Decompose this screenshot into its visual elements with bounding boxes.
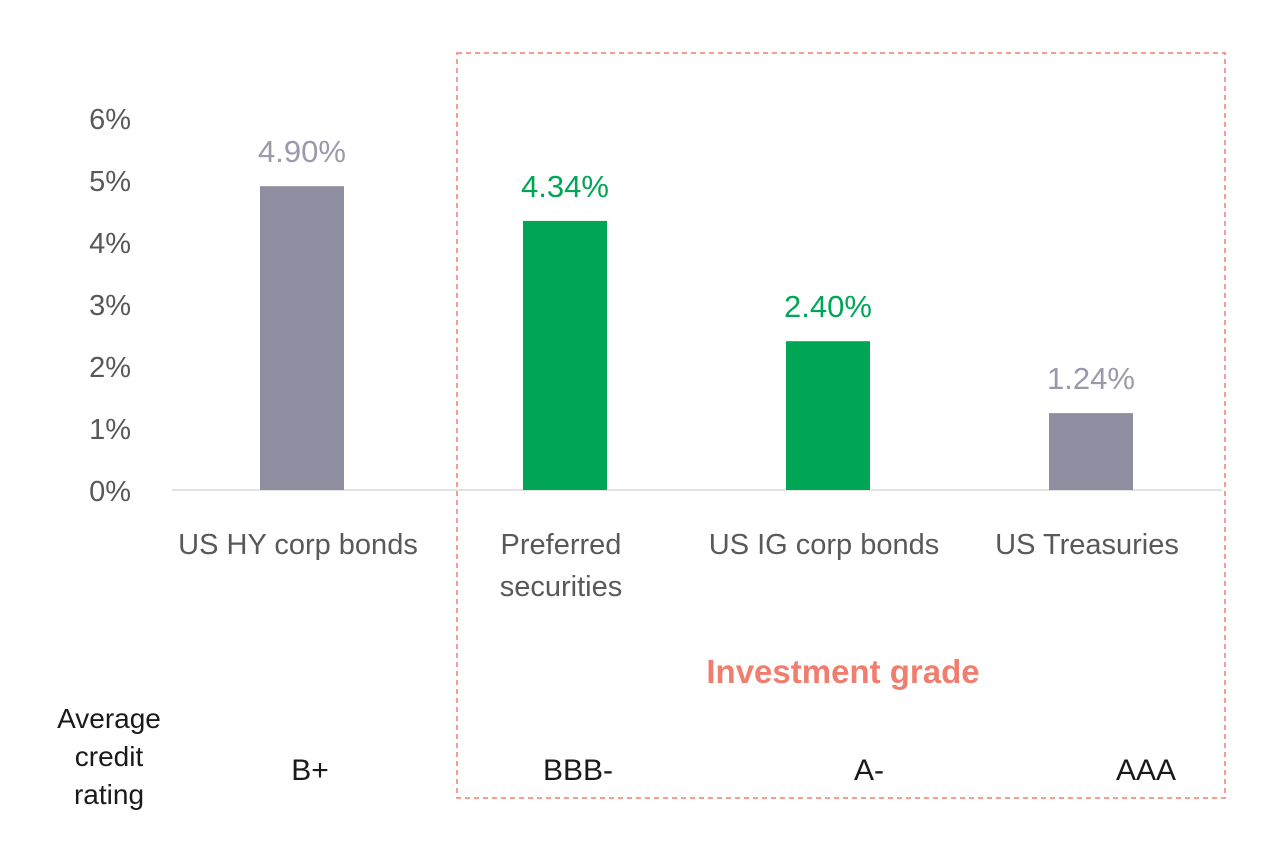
bar — [1049, 413, 1133, 490]
y-tick-label: 1% — [89, 414, 131, 446]
value-label: 1.24% — [1047, 361, 1135, 396]
rating-title-line: rating — [74, 779, 144, 810]
category-label: US IG corp bonds — [709, 529, 940, 561]
value-label: 2.40% — [784, 289, 872, 324]
y-tick-label: 5% — [89, 166, 131, 198]
category-label: US Treasuries — [995, 529, 1179, 561]
bar — [260, 186, 344, 490]
credit-rating: AAA — [1116, 754, 1176, 787]
credit-ratings: B+ BBB- A- AAA — [291, 754, 1176, 787]
bar — [523, 220, 607, 491]
bar-series — [260, 186, 1133, 491]
investment-grade-label: Investment grade — [706, 653, 979, 690]
y-tick-label: 2% — [89, 352, 131, 384]
average-credit-rating-title: Average credit rating — [57, 703, 161, 810]
bar — [786, 341, 870, 490]
credit-rating: BBB- — [543, 754, 613, 787]
category-label: securities — [500, 571, 623, 603]
value-label: 4.90% — [258, 134, 346, 169]
y-axis: 0% 1% 2% 3% 4% 5% 6% — [89, 104, 131, 508]
y-tick-label: 4% — [89, 228, 131, 260]
category-labels: US HY corp bonds Preferred securities US IG… — [178, 529, 1179, 603]
category-label: US HY corp bonds — [178, 529, 418, 561]
credit-rating: A- — [854, 754, 884, 787]
rating-title-line: credit — [75, 741, 144, 772]
value-label: 4.34% — [521, 169, 609, 204]
value-labels: 4.90% 4.34% 2.40% 1.24% — [258, 134, 1135, 396]
category-label: Preferred — [501, 529, 622, 561]
rating-title-line: Average — [57, 703, 161, 734]
credit-rating: B+ — [291, 754, 329, 787]
y-tick-label: 6% — [89, 104, 131, 136]
y-tick-label: 3% — [89, 290, 131, 322]
y-tick-label: 0% — [89, 476, 131, 508]
